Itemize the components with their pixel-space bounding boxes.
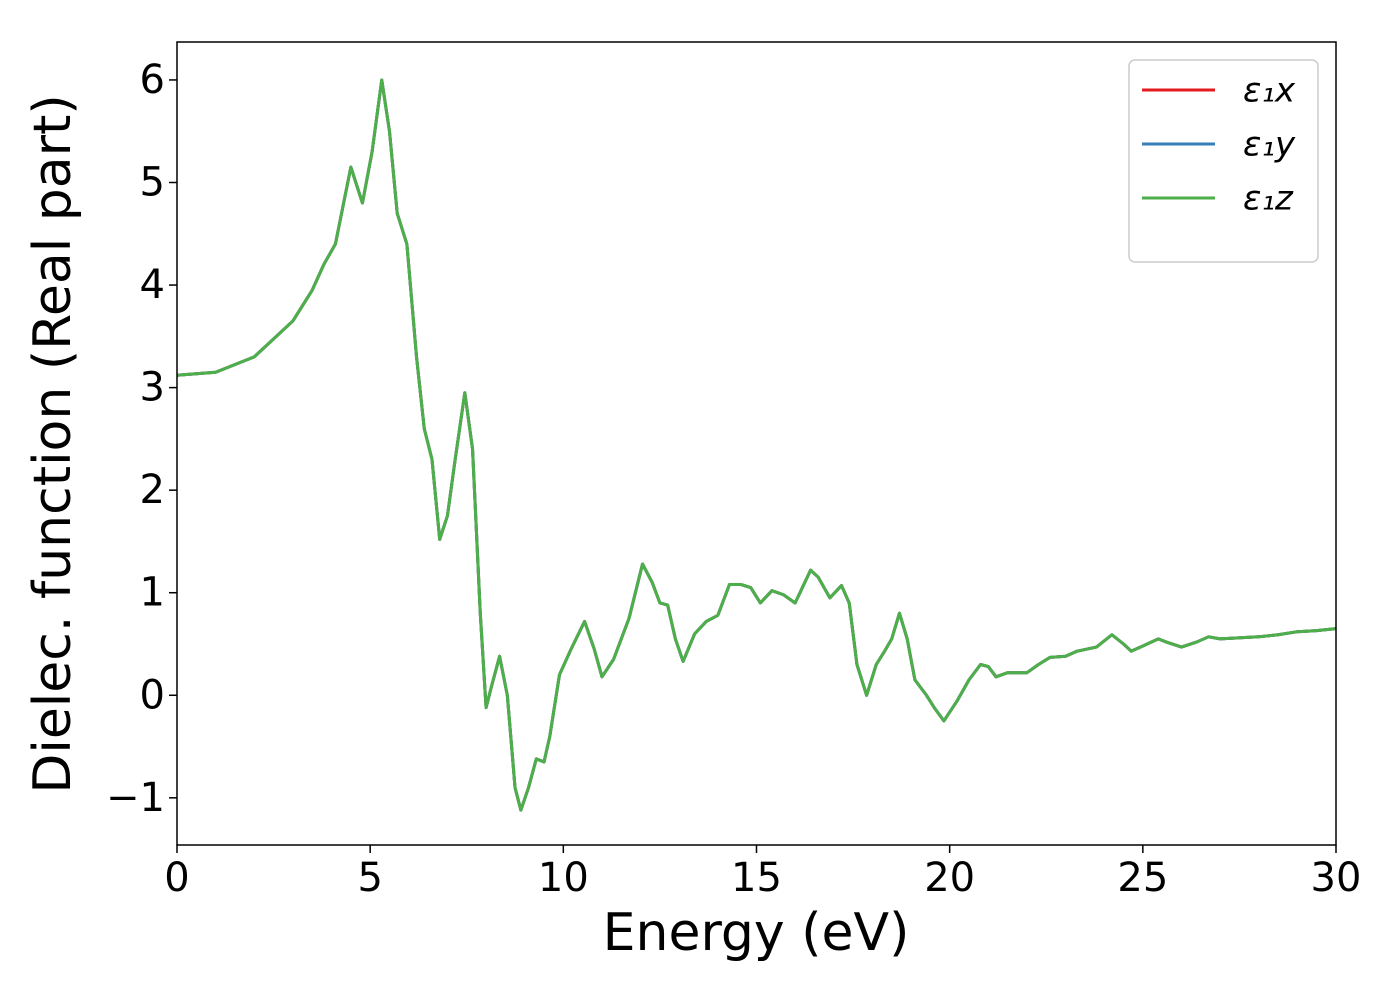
legend-label: ε₁y (1243, 125, 1296, 165)
y-tick-label: 0 (140, 672, 165, 718)
legend-label: ε₁x (1243, 71, 1296, 111)
x-tick-label: 10 (538, 855, 589, 901)
y-tick-label: 1 (140, 570, 165, 616)
legend-label: ε₁z (1243, 179, 1294, 219)
y-tick-label: 5 (140, 159, 165, 205)
x-tick-label: 30 (1311, 855, 1362, 901)
x-tick-label: 20 (924, 855, 975, 901)
y-tick-label: 2 (140, 467, 165, 513)
y-tick-label: 3 (140, 365, 165, 411)
x-tick-label: 25 (1117, 855, 1168, 901)
y-tick-label: 6 (140, 57, 165, 103)
y-tick-label: 4 (140, 262, 165, 308)
x-tick-label: 0 (164, 855, 189, 901)
data-line (176, 78, 1337, 812)
plot-frame (176, 41, 1337, 846)
y-tick-label: −1 (106, 775, 165, 821)
y-axis-label: Dielec. function (Real part) (23, 94, 83, 793)
legend-box (1128, 59, 1319, 263)
x-axis-label: Energy (eV) (603, 903, 910, 963)
x-tick-label: 5 (357, 855, 382, 901)
x-tick-label: 15 (731, 855, 782, 901)
